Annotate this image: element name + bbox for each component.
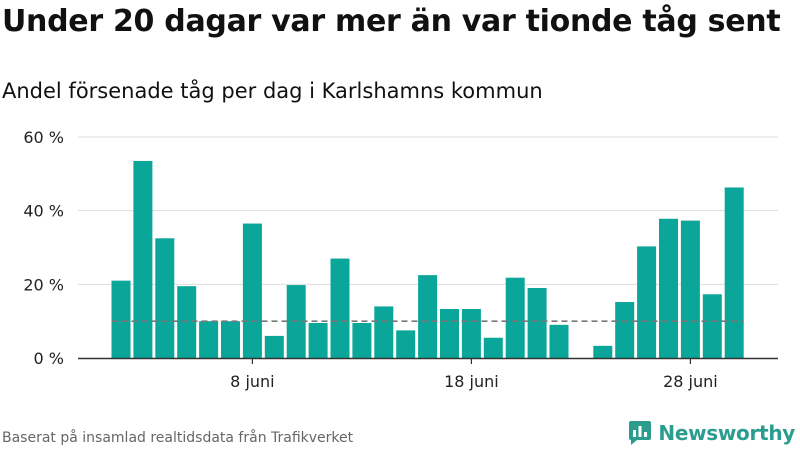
x-tick-label: 18 juni (444, 372, 499, 391)
bar-chart: 0 % 20 % 40 % 60 % 8 juni 18 juni 28 juni (23, 128, 778, 391)
bar (505, 277, 525, 358)
bar (264, 335, 284, 358)
chart-title: Under 20 dagar var mer än var tionde tåg… (2, 4, 781, 39)
source-note: Baserat på insamlad realtidsdata från Tr… (2, 430, 354, 446)
bar (418, 275, 438, 358)
bar (483, 337, 503, 358)
bar (221, 321, 240, 358)
bar (659, 218, 678, 358)
bar (133, 160, 153, 358)
bar (330, 258, 350, 358)
bar (396, 330, 416, 358)
bar (155, 238, 175, 358)
bar (702, 294, 722, 358)
y-tick-label: 0 % (34, 349, 64, 368)
bar (527, 288, 547, 358)
bar (440, 309, 459, 358)
y-tick-label: 60 % (23, 128, 64, 147)
bar (177, 286, 197, 358)
chart-subtitle: Andel försenade tåg per dag i Karlshamns… (2, 79, 543, 103)
x-tick-label: 28 juni (663, 372, 718, 391)
newsworthy-logo: Newsworthy (628, 420, 795, 446)
bar (615, 302, 635, 358)
bar (111, 280, 131, 358)
bars (111, 160, 744, 358)
bar (461, 309, 481, 358)
bar (242, 223, 262, 358)
y-tick-label: 40 % (23, 202, 64, 221)
y-tick-label: 20 % (23, 275, 64, 294)
bar (724, 187, 744, 358)
newsworthy-logo-icon (629, 421, 652, 445)
x-tick-label: 8 juni (230, 372, 274, 391)
x-axis: 8 juni 18 juni 28 juni (78, 357, 778, 391)
bar (593, 345, 613, 358)
bar (680, 220, 700, 358)
bar (549, 324, 569, 358)
bar (199, 321, 219, 358)
bar (637, 246, 657, 358)
y-axis-labels: 0 % 20 % 40 % 60 % (23, 128, 64, 368)
bar (374, 306, 394, 358)
bar (352, 323, 372, 358)
brand-name: Newsworthy (658, 421, 795, 445)
bar (308, 323, 328, 358)
